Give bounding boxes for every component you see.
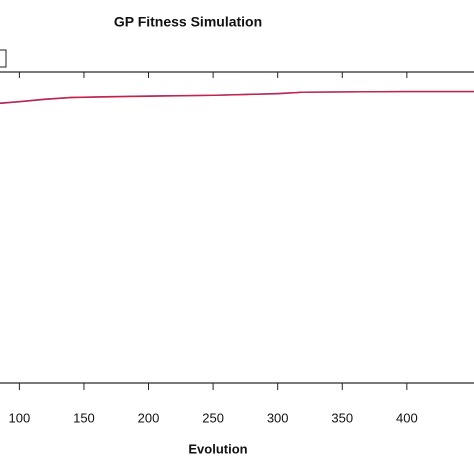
- x-tick-label: 350: [331, 410, 353, 425]
- legend-box: [0, 49, 7, 68]
- x-tick-label: 400: [396, 410, 418, 425]
- x-tick-label: 150: [73, 410, 95, 425]
- x-tick-label: 100: [9, 410, 31, 425]
- x-tick-label: 300: [267, 410, 289, 425]
- plot-frame: [0, 71, 474, 384]
- series-line: [0, 90, 474, 104]
- x-tick-label: 200: [138, 410, 160, 425]
- x-axis-label: Evolution: [188, 441, 247, 456]
- chart-title: GP Fitness Simulation: [114, 14, 262, 30]
- x-tick-label: 250: [202, 410, 224, 425]
